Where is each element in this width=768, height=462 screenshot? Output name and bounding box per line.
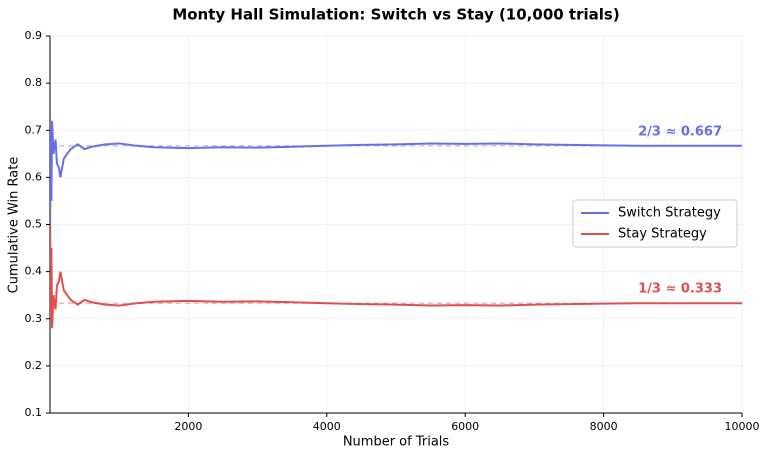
x-tick-label: 2000 xyxy=(174,420,202,433)
y-tick-label: 0.4 xyxy=(25,265,43,278)
legend-box xyxy=(572,199,738,248)
y-tick-label: 0.2 xyxy=(25,359,43,372)
legend-label: Switch Strategy xyxy=(618,206,721,221)
plot-area xyxy=(50,120,742,329)
y-tick-label: 0.6 xyxy=(25,170,43,183)
y-tick-label: 0.1 xyxy=(25,406,43,419)
y-tick-label: 0.9 xyxy=(25,29,43,42)
x-axis-label: Number of Trials xyxy=(343,435,450,450)
x-tick-label: 8000 xyxy=(590,420,618,433)
y-tick-label: 0.8 xyxy=(25,76,43,89)
series-line xyxy=(50,120,742,225)
x-tick-label: 4000 xyxy=(313,420,341,433)
reference-label: 1/3 ≈ 0.333 xyxy=(638,282,722,297)
x-tick-label: 6000 xyxy=(451,420,479,433)
x-tick-label: 10000 xyxy=(725,420,760,433)
y-tick-label: 0.5 xyxy=(25,218,43,231)
y-tick-label: 0.7 xyxy=(25,123,43,136)
series-line xyxy=(50,224,742,329)
y-tick-label: 0.3 xyxy=(25,312,43,325)
y-axis-label: Cumulative Win Rate xyxy=(7,157,22,294)
legend-label: Stay Strategy xyxy=(618,227,707,242)
reference-label: 2/3 ≈ 0.667 xyxy=(638,124,722,139)
chart-title: Monty Hall Simulation: Switch vs Stay (1… xyxy=(172,6,619,24)
